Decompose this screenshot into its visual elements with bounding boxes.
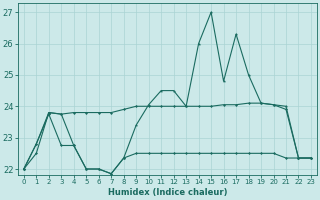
X-axis label: Humidex (Indice chaleur): Humidex (Indice chaleur) (108, 188, 227, 197)
